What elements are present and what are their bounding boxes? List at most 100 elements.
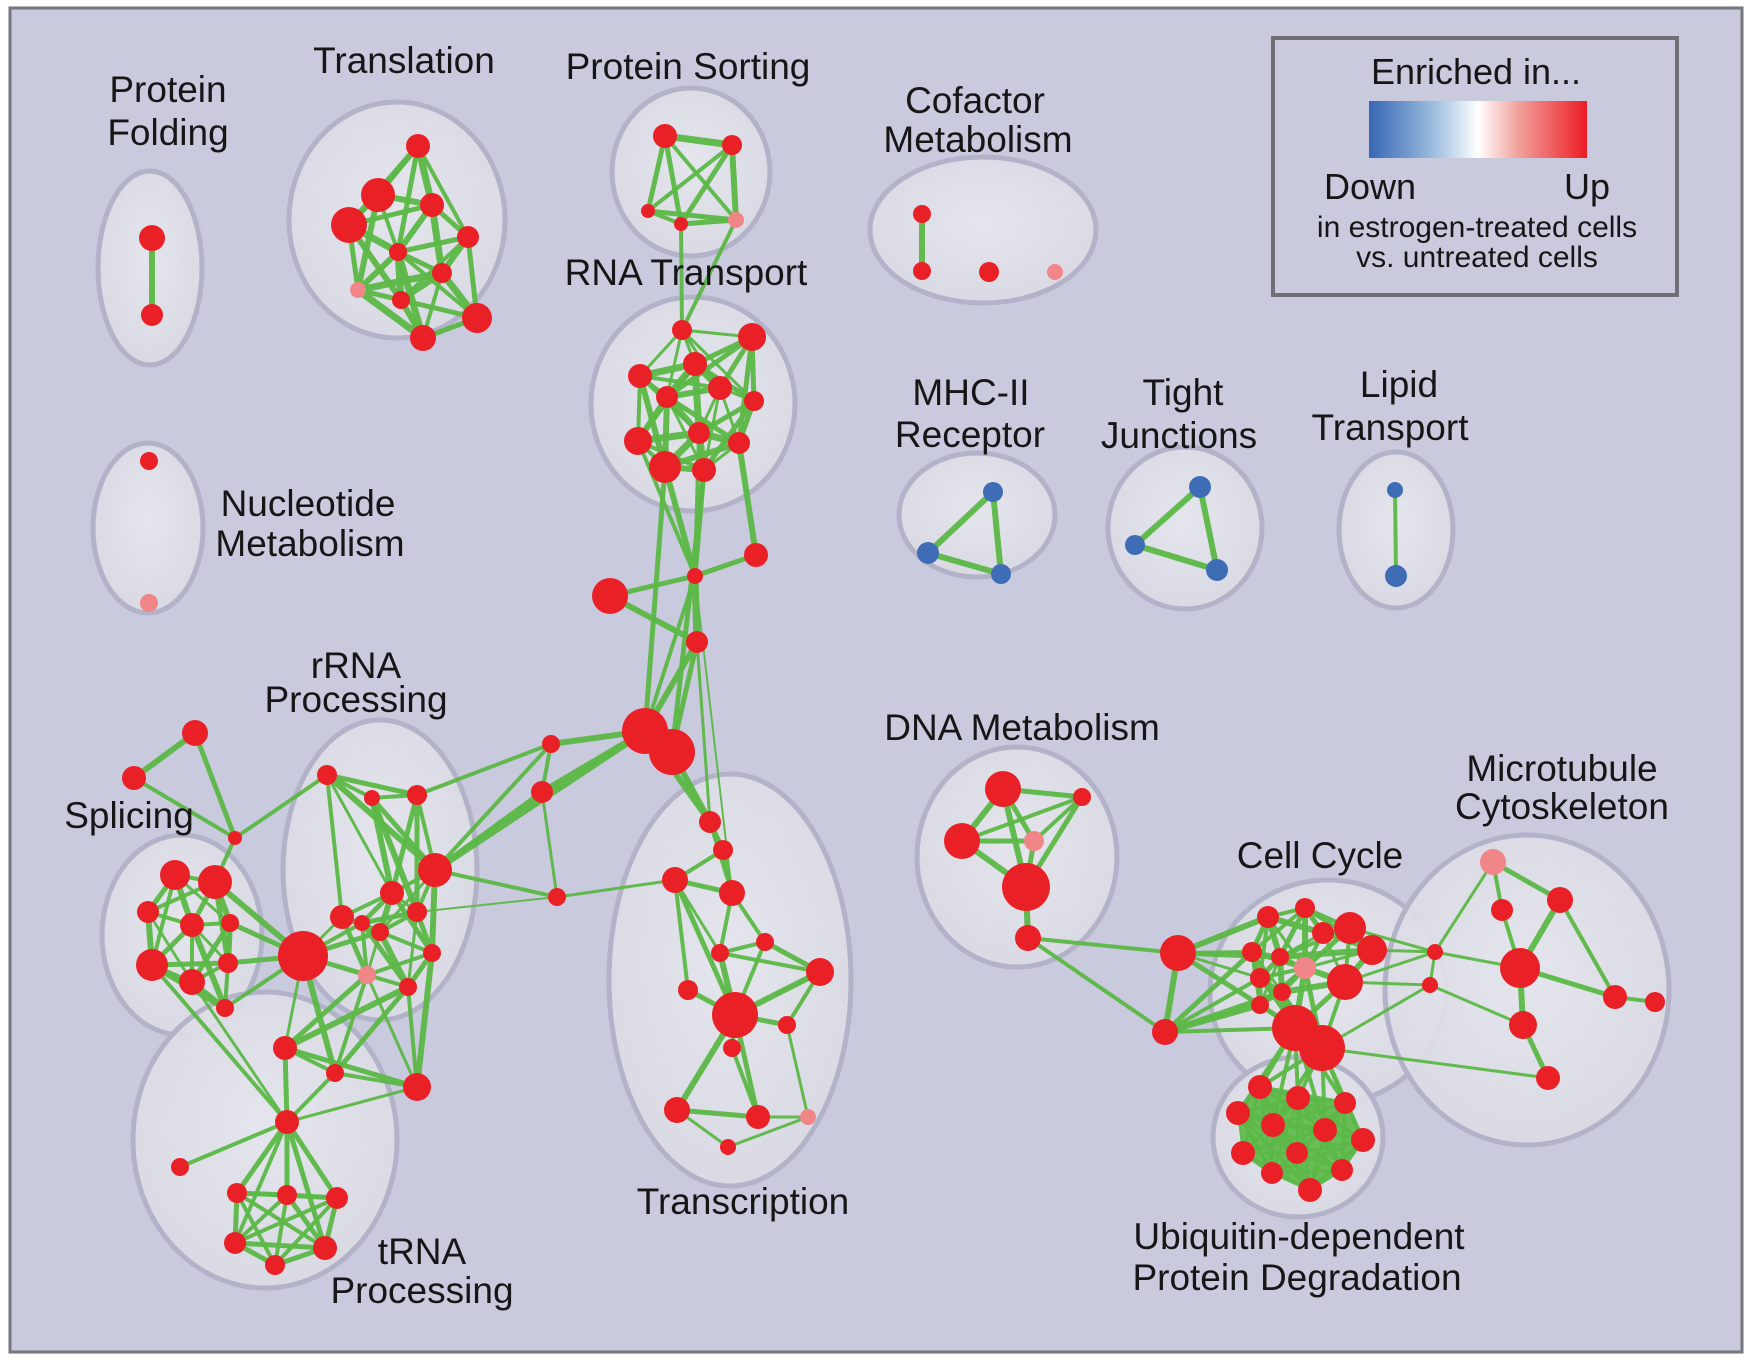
gene-set-node-splicing-9 [179,969,205,995]
gene-set-node-cell-cycle-1 [1295,898,1315,918]
edge [233,1193,289,1245]
edge [678,142,735,227]
edge [665,328,684,399]
edge [645,133,668,214]
cluster-label-protein-folding: Protein [109,69,226,110]
cluster-ellipse-microtubule-cytoskeleton [1382,832,1672,1148]
gene-set-node-rna-transport-7 [688,422,710,444]
gene-set-node-trna-processing-5 [224,1232,246,1254]
edge [284,1119,340,1201]
edge [232,1240,328,1251]
gene-set-node-cell-cycle-4 [1357,935,1387,965]
gene-set-node-dna-metabolism-2 [944,823,980,859]
edge [234,1119,290,1196]
gene-set-node-transcription-1 [713,840,733,860]
edge [990,489,1004,577]
edge [233,773,329,840]
gene-set-node-transcription-2 [662,867,688,893]
cluster-label-lipid-transport: Transport [1312,407,1470,448]
gene-set-node-rrna-processing-14 [326,1064,344,1082]
edge [646,143,734,213]
gene-set-node-cell-cycle-2 [1334,912,1366,944]
cluster-label-rna-transport: RNA Transport [565,252,808,293]
edge [1250,906,1307,954]
edge [395,234,471,255]
cluster-label-transcription: Transcription [637,1181,849,1222]
edge [1393,488,1398,578]
gene-set-node-ubiquitin-degradation-8 [1351,1128,1375,1152]
edge [1433,860,1495,954]
edge [333,973,369,1075]
edge [1428,983,1525,1027]
gene-set-node-translation-5 [389,243,407,261]
gene-set-node-ubiquitin-degradation-1 [1286,1086,1310,1110]
cluster-ellipse-cofactor-metabolism [867,154,1099,306]
edge [284,1119,328,1251]
cluster-label-dna-metabolism: DNA Metabolism [884,707,1160,748]
cluster-label-protein-folding: Folding [107,112,228,153]
edge [1026,936,1167,1034]
gene-set-node-transcription-14 [720,1139,736,1155]
edge [663,134,738,222]
cluster-label-cell-cycle: Cell Cycle [1237,835,1404,876]
gene-set-node-trna-processing-6 [313,1236,337,1260]
edge [1241,1128,1327,1155]
legend-box: Enriched in... Down Up in estrogen-treat… [1271,36,1679,297]
gene-set-node-microtubule-cytoskeleton-2 [1547,887,1573,913]
edge [378,930,434,955]
gene-set-node-transcription-7 [678,980,698,1000]
legend-down-label: Down [1324,166,1416,207]
gene-set-node-translation-2 [331,207,367,243]
gene-set-node-protein-sorting-0 [653,124,677,148]
legend-title: Enriched in... [1371,51,1581,92]
gene-set-node-dna-metabolism-4 [1002,863,1050,911]
edge [369,795,420,915]
gene-set-node-cell-cycle-10 [1273,983,1291,1001]
gene-set-node-rna-transport-3 [628,364,652,388]
edge [433,868,559,899]
edge [680,218,738,332]
edge [282,1045,420,1090]
gene-set-node-splicing-5 [137,901,159,923]
edge [736,334,755,446]
edge [702,386,722,472]
cluster-label-tight-junctions: Tight [1143,372,1225,413]
edge [1271,1123,1344,1172]
gene-set-node-translation-8 [392,291,410,309]
edge [416,896,558,913]
gene-set-node-translation-4 [457,226,479,248]
gene-set-node-rrna-processing-3 [418,853,452,887]
gene-set-node-translation-1 [361,178,395,212]
gene-set-node-microtubule-cytoskeleton-7 [1603,985,1627,1009]
gene-set-node-microtubule-cytoskeleton-3 [1500,948,1540,988]
gene-set-node-mhc-ii-receptor-0 [983,482,1003,502]
edge [415,742,553,797]
gene-set-node-cofactor-metabolism-2 [979,262,999,282]
gene-set-node-dna-metabolism-5 [1015,925,1041,951]
edge [389,890,435,956]
gene-set-node-protein-sorting-2 [641,204,655,218]
gene-set-node-transcription-8 [712,992,758,1038]
gene-set-node-lipid-transport-1 [1385,565,1407,587]
legend-gradient-bar [1369,101,1587,158]
gene-set-node-microtubule-cytoskeleton-4 [1427,944,1443,960]
gene-set-node-rrna-processing-11 [358,966,376,984]
gene-set-node-protein-sorting-1 [722,135,742,155]
edge [1032,795,1084,843]
gene-set-node-tight-junctions-2 [1206,559,1228,581]
gene-set-node-transcription-4 [711,944,729,962]
edge [662,464,698,579]
gene-set-node-rrna-processing-12 [399,978,417,996]
gene-set-node-rna-transport-10 [692,458,716,482]
cluster-label-tight-junctions: Junctions [1101,415,1257,456]
gene-set-node-ubiquitin-degradation-5 [1313,1118,1337,1142]
edge [389,792,420,896]
cluster-label-cofactor-metabolism: Cofactor [905,80,1045,121]
gene-set-node-protein-folding-0 [139,225,165,251]
edge [669,467,707,755]
gene-set-node-splicing-3 [160,860,190,890]
cluster-label-ubiquitin-degradation: Ubiquitin-dependent [1133,1216,1465,1257]
edge [1271,1097,1299,1174]
edge [233,1196,339,1245]
